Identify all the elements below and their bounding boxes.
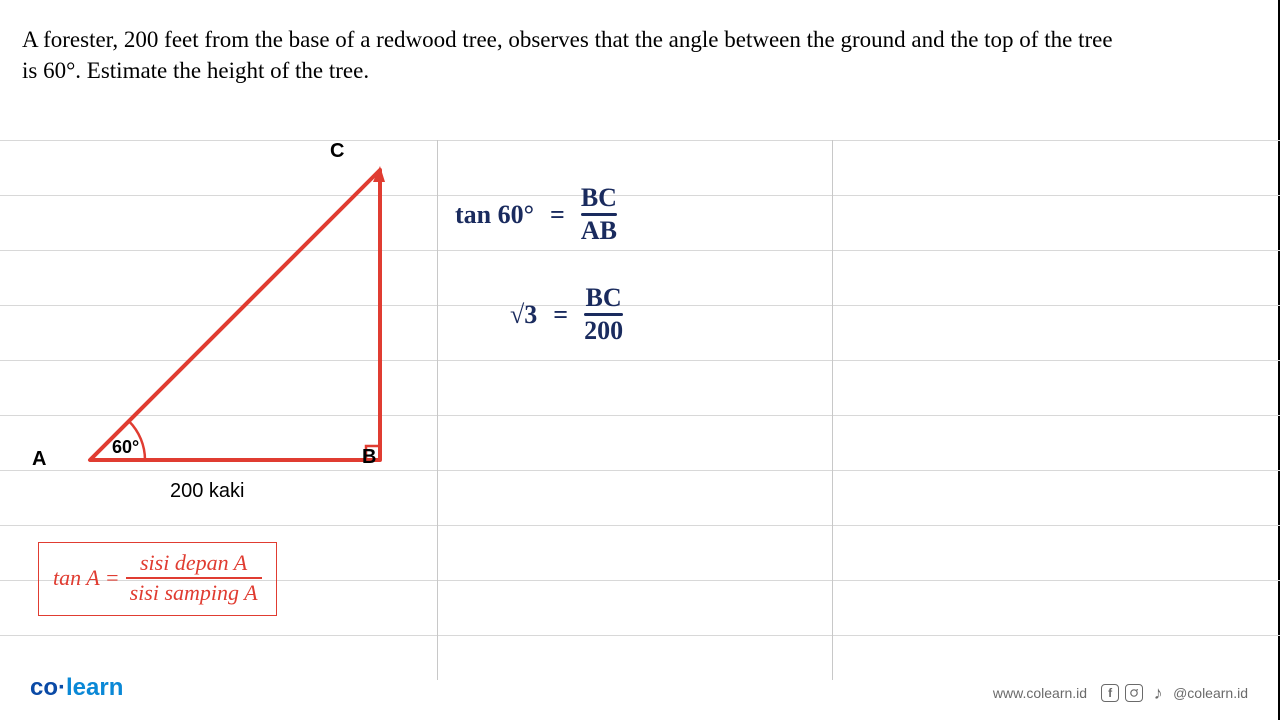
- instagram-icon: [1125, 684, 1143, 702]
- hw1-den: AB: [581, 218, 617, 244]
- brand-logo: co·learn: [30, 674, 123, 702]
- hw2-den: 200: [584, 318, 623, 344]
- vertex-b-label: B: [362, 446, 376, 469]
- tiktok-icon: ♪: [1149, 684, 1167, 702]
- hw2-lhs: √3: [510, 300, 537, 330]
- hw1-eq: =: [550, 200, 565, 230]
- hw1-lhs: tan 60°: [455, 200, 534, 230]
- problem-statement: A forester, 200 feet from the base of a …: [22, 24, 1122, 86]
- tan-formula-box: tan A = sisi depan A sisi samping A: [38, 542, 277, 616]
- hw1-num: BC: [581, 185, 617, 211]
- vertex-a-label: A: [32, 448, 46, 471]
- footer-handle: @colearn.id: [1173, 685, 1248, 701]
- handwritten-line-2: √3 = BC 200: [510, 285, 623, 344]
- logo-learn: learn: [66, 674, 123, 701]
- facebook-icon: f: [1101, 684, 1119, 702]
- formula-lhs: tan A =: [53, 565, 120, 591]
- hw2-num: BC: [586, 285, 622, 311]
- vertex-c-label: C: [330, 140, 344, 163]
- fraction-bar: [126, 577, 262, 579]
- logo-co: co: [30, 674, 58, 701]
- hw2-frac: BC 200: [584, 285, 623, 344]
- footer-url: www.colearn.id: [993, 685, 1087, 701]
- footer-right: www.colearn.id f ♪ @colearn.id: [993, 684, 1248, 702]
- angle-label: 60°: [112, 437, 139, 458]
- logo-dot: ·: [58, 674, 66, 701]
- formula-fraction: sisi depan A sisi samping A: [126, 551, 262, 605]
- base-label: 200 kaki: [170, 480, 245, 503]
- hw1-frac: BC AB: [581, 185, 617, 244]
- hw2-eq: =: [553, 300, 568, 330]
- handwritten-line-1: tan 60° = BC AB: [455, 185, 617, 244]
- formula-numerator: sisi depan A: [136, 551, 251, 575]
- social-icons: f ♪ @colearn.id: [1101, 684, 1248, 702]
- formula-denominator: sisi samping A: [126, 581, 262, 605]
